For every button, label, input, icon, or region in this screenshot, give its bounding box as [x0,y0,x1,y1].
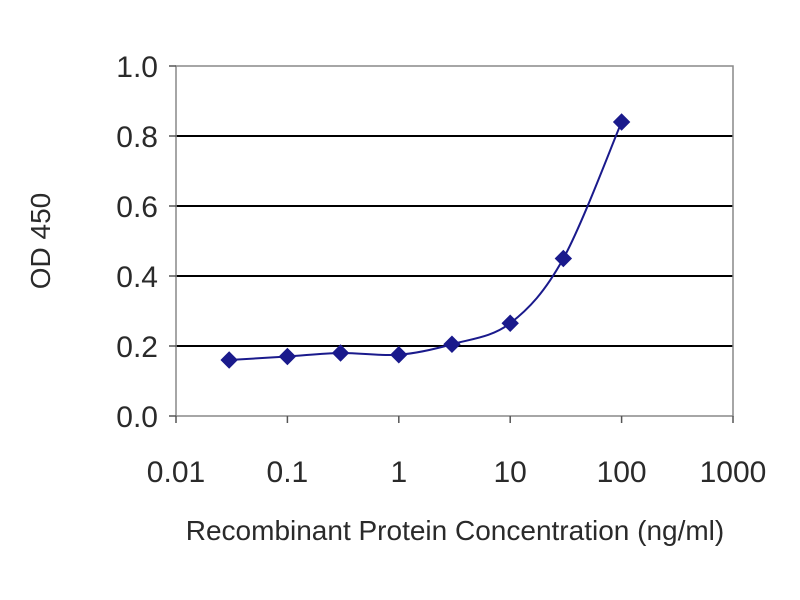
y-tick-label-3: 0.6 [116,191,158,224]
tick-layer: 0.0 0.2 0.4 0.6 0.8 1.0 0.01 0.1 1 10 100 1000 [116,51,766,489]
data-point-2 [331,344,350,362]
data-point-5 [501,314,519,332]
data-point-7 [612,113,631,131]
data-point-0 [220,351,238,369]
x-tick-label-5: 1000 [700,456,767,489]
y-tick-label-0: 0.0 [116,401,158,434]
x-tick-label-4: 100 [597,456,647,489]
series-layer [220,113,631,369]
data-point-1 [278,347,297,366]
data-point-6 [554,249,573,268]
data-point-4 [443,335,461,353]
y-tick-label-2: 0.4 [116,261,158,294]
x-axis-title: Recombinant Protein Concentration (ng/ml… [186,515,724,546]
x-tick-label-1: 0.1 [267,456,309,489]
grid-layer [176,135,733,347]
y-axis-title: OD 450 [25,193,56,290]
data-point-3 [390,346,408,364]
x-tick-label-0: 0.01 [147,456,205,489]
y-tick-label-4: 0.8 [116,121,158,154]
series-line-0 [229,121,623,361]
x-tick-label-2: 1 [390,456,407,489]
y-tick-label-5: 1.0 [116,51,158,84]
x-tick-label-3: 10 [494,456,527,489]
y-tick-label-1: 0.2 [116,331,158,364]
plot-area-frame [175,65,734,417]
